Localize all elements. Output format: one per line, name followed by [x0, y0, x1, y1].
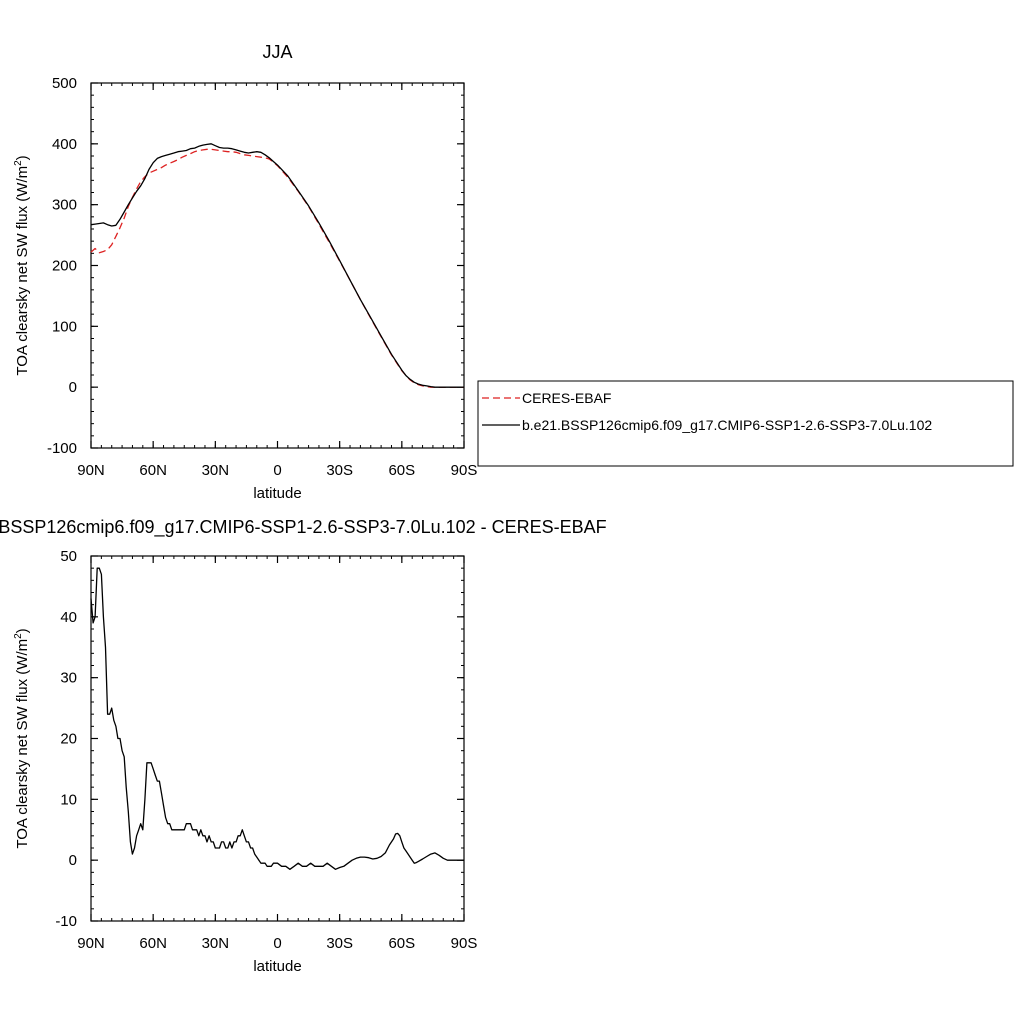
chart-panel-2: b.e21.BSSP126cmip6.f09_g17.CMIP6-SSP1-2.… — [0, 517, 607, 975]
y-tick-label: 0 — [69, 379, 77, 396]
y-tick-label: 400 — [52, 136, 77, 153]
y-axis-label: TOA clearsky net SW flux (W/m2) — [13, 155, 31, 375]
y-tick-label: 200 — [52, 258, 77, 275]
x-axis-label: latitude — [253, 958, 301, 975]
y-tick-label: 10 — [60, 791, 77, 808]
series-line-1 — [90, 567, 464, 870]
series-line-1 — [90, 148, 464, 388]
chart-title: JJA — [262, 42, 292, 62]
chart-title: b.e21.BSSP126cmip6.f09_g17.CMIP6-SSP1-2.… — [0, 517, 607, 538]
x-tick-label: 90S — [451, 462, 478, 479]
legend-label-2: b.e21.BSSP126cmip6.f09_g17.CMIP6-SSP1-2.… — [522, 417, 932, 433]
y-axis-label: TOA clearsky net SW flux (W/m2) — [13, 628, 31, 848]
x-tick-label: 90N — [77, 462, 105, 479]
series-line-2 — [90, 143, 464, 388]
y-tick-label: 50 — [60, 548, 77, 565]
legend: CERES-EBAF b.e21.BSSP126cmip6.f09_g17.CMI… — [477, 380, 1014, 467]
y-tick-label: 0 — [69, 852, 77, 869]
x-tick-label: 30N — [202, 935, 230, 952]
plot-frame — [90, 82, 465, 449]
y-tick-label: 20 — [60, 731, 77, 748]
y-tick-label: 40 — [60, 609, 77, 626]
x-tick-label: 60S — [388, 462, 415, 479]
x-tick-label: 30N — [202, 462, 230, 479]
y-tick-label: 500 — [52, 75, 77, 92]
legend-box — [477, 380, 1014, 467]
y-tick-label: 30 — [60, 670, 77, 687]
plot-frame — [90, 555, 465, 922]
x-tick-label: 30S — [326, 462, 353, 479]
x-tick-label: 90S — [451, 935, 478, 952]
y-tick-label: 100 — [52, 318, 77, 335]
y-tick-label: -10 — [55, 913, 77, 930]
x-tick-label: 60N — [139, 935, 167, 952]
x-tick-label: 0 — [273, 462, 281, 479]
legend-label-1: CERES-EBAF — [522, 390, 611, 406]
x-axis-label: latitude — [253, 485, 301, 502]
y-tick-label: -100 — [47, 440, 77, 457]
y-tick-label: 300 — [52, 197, 77, 214]
x-tick-label: 0 — [273, 935, 281, 952]
chart-panel-1: JJA 90N 60N 30N 0 30S 60S 90S -100 0 100 200 300 400 5… — [13, 42, 1014, 502]
x-tick-label: 60S — [388, 935, 415, 952]
x-tick-label: 60N — [139, 462, 167, 479]
x-tick-label: 30S — [326, 935, 353, 952]
x-tick-label: 90N — [77, 935, 105, 952]
